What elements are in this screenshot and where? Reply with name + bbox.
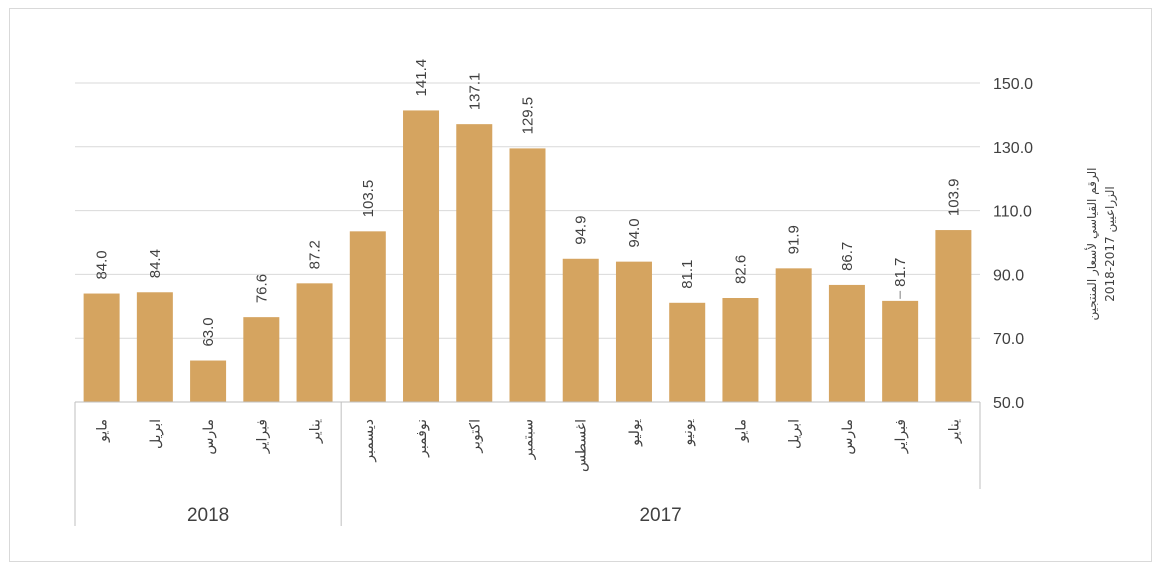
data-label: 87.2 xyxy=(307,240,324,269)
data-label: 91.9 xyxy=(786,225,803,254)
data-label: 103.9 xyxy=(945,179,962,217)
category-label: يناير xyxy=(946,419,962,444)
bar xyxy=(722,298,759,402)
bar xyxy=(456,124,493,402)
category-label: مايو xyxy=(95,419,111,443)
bar xyxy=(83,293,120,402)
bar xyxy=(349,231,386,402)
data-label: 103.5 xyxy=(360,180,377,218)
data-label: 86.7 xyxy=(839,242,856,271)
bar xyxy=(935,230,972,402)
y-tick-label: 90.0 xyxy=(993,267,1024,284)
y-axis-title: الرقم القياسي لأسعار المنتجين xyxy=(1084,168,1100,321)
bar xyxy=(296,283,333,402)
category-label: يونيو xyxy=(680,419,696,447)
bar xyxy=(775,268,812,402)
data-label: 82.6 xyxy=(732,255,749,284)
data-label: 84.4 xyxy=(147,249,164,278)
y-axis-title: الزراعيين 2017-2018 xyxy=(1103,186,1118,302)
category-label: يناير xyxy=(308,419,324,444)
data-label: 63.0 xyxy=(200,317,217,346)
bar xyxy=(190,360,227,402)
category-label: فبراير xyxy=(893,419,909,454)
data-label: 141.4 xyxy=(413,59,430,97)
category-label: ديسمبر xyxy=(361,419,377,463)
y-tick-label: 150.0 xyxy=(993,76,1033,93)
data-label: 81.7 xyxy=(892,258,909,287)
group-label: 2017 xyxy=(639,505,681,526)
bar xyxy=(562,258,599,402)
data-label: 84.0 xyxy=(94,250,111,279)
bar xyxy=(669,302,706,402)
category-label: اغسطس xyxy=(574,419,590,472)
data-label: 129.5 xyxy=(520,97,537,135)
y-tick-label: 70.0 xyxy=(993,331,1024,348)
data-label: 94.9 xyxy=(573,216,590,245)
category-label: نوفمبر xyxy=(414,419,430,458)
category-label: مارس xyxy=(201,419,217,455)
category-label: ابريل xyxy=(148,419,164,449)
group-label: 2018 xyxy=(187,505,229,526)
y-tick-label: 50.0 xyxy=(993,395,1024,412)
bar xyxy=(136,292,173,402)
bar xyxy=(882,300,919,402)
category-label: يوليو xyxy=(627,419,643,447)
category-label: سبتمبر xyxy=(521,419,537,460)
data-label: 81.1 xyxy=(679,260,696,289)
category-label: فبراير xyxy=(254,419,270,454)
data-label: 76.6 xyxy=(253,274,270,303)
bar xyxy=(615,261,652,402)
bar-chart: 50.0 70.0 90.0 110.0 130.0 150.0 84.0 مايو 84.4 ا… xyxy=(74,59,1118,526)
chart-frame: 50.0 70.0 90.0 110.0 130.0 150.0 84.0 مايو 84.4 ا… xyxy=(9,8,1152,562)
bar xyxy=(828,284,865,402)
category-label: اكتوبر xyxy=(467,419,483,454)
bar xyxy=(243,317,280,402)
bar xyxy=(403,110,440,403)
data-label: 137.1 xyxy=(466,73,483,111)
category-label: ابريل xyxy=(787,419,803,449)
y-tick-label: 110.0 xyxy=(993,204,1032,221)
bar xyxy=(509,148,546,402)
category-label: مايو xyxy=(733,419,749,443)
category-label: مارس xyxy=(840,419,856,455)
y-tick-label: 130.0 xyxy=(993,140,1033,157)
data-label: 94.0 xyxy=(626,218,643,247)
